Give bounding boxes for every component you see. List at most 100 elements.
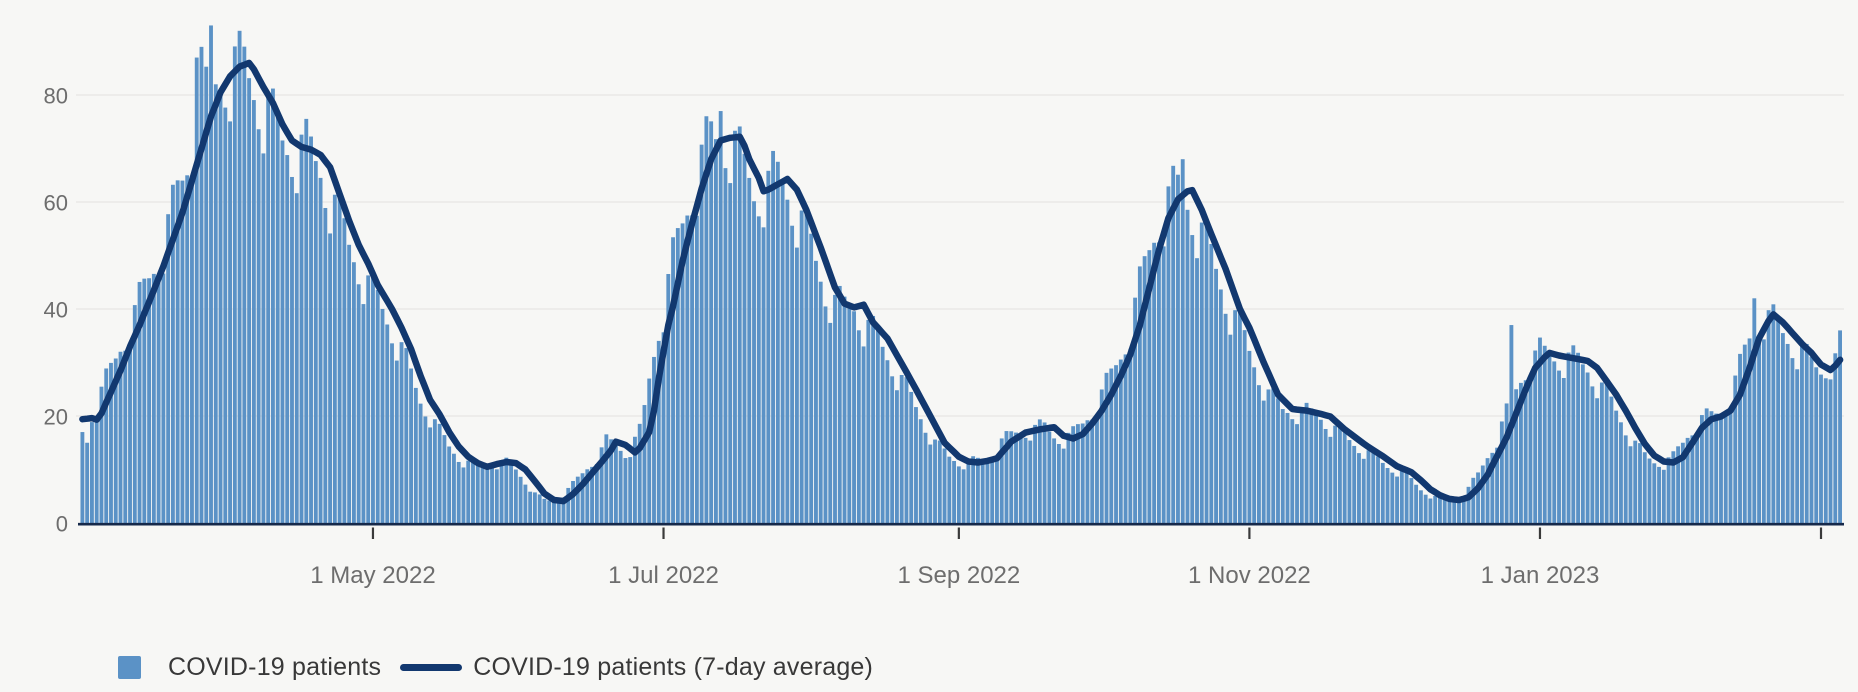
bar [1385, 467, 1390, 523]
bar [1542, 345, 1547, 523]
bar [1671, 451, 1676, 523]
bar [351, 262, 356, 523]
bar [194, 57, 199, 524]
bar [1795, 369, 1800, 523]
bar [1047, 431, 1052, 523]
bar [918, 419, 923, 523]
bar [1076, 424, 1080, 523]
bar [823, 306, 828, 523]
bar [999, 438, 1004, 523]
bar [842, 296, 847, 523]
bar [1156, 242, 1161, 523]
bar [528, 491, 533, 523]
bar [385, 324, 390, 523]
bar [1376, 456, 1380, 523]
bar [485, 465, 490, 523]
bar [1061, 448, 1066, 523]
bar [742, 153, 747, 523]
bar [1585, 372, 1590, 523]
bar [1538, 337, 1542, 523]
bar [1561, 377, 1566, 523]
bar [1576, 352, 1581, 523]
bar [185, 175, 190, 524]
bar [647, 378, 652, 523]
bar [1004, 431, 1009, 523]
bar [1495, 447, 1500, 523]
bar [452, 453, 456, 523]
bar [447, 446, 452, 523]
bar [1638, 443, 1642, 523]
bar [1261, 400, 1266, 523]
bar [1680, 442, 1685, 523]
bar [404, 348, 409, 523]
bar [1352, 445, 1357, 523]
x-tick-label: 1 Jul 2022 [608, 562, 719, 589]
bar [818, 281, 823, 523]
bar [1804, 343, 1809, 523]
bar [1018, 434, 1023, 523]
bar [1404, 471, 1409, 523]
bar [547, 500, 552, 523]
bar [1114, 365, 1118, 523]
bar [1457, 499, 1461, 523]
bar [1599, 382, 1604, 523]
bar [1180, 159, 1185, 523]
bar [1214, 268, 1218, 524]
bar [1466, 486, 1471, 523]
bar [1504, 403, 1509, 523]
bar [532, 492, 537, 523]
bar [1037, 419, 1042, 523]
bar [599, 447, 604, 523]
bar [1342, 432, 1347, 523]
bar [642, 405, 647, 523]
bar [1295, 424, 1299, 523]
bar [947, 456, 952, 523]
bar [366, 275, 371, 523]
y-tick-label: 40 [44, 298, 68, 323]
bar [1614, 410, 1619, 523]
bar [1819, 374, 1823, 523]
bar [733, 130, 737, 524]
bar [856, 330, 861, 523]
bar [1833, 353, 1838, 523]
bar [961, 469, 966, 523]
bar [680, 223, 685, 523]
bar [628, 457, 633, 523]
bar [1566, 352, 1571, 523]
bar [190, 178, 194, 523]
bar [1190, 235, 1195, 523]
bar [1728, 410, 1733, 523]
bar [428, 427, 433, 523]
bar [575, 476, 580, 523]
bar [590, 466, 594, 523]
bar [937, 440, 942, 523]
bar [1347, 440, 1352, 523]
bar [804, 209, 809, 523]
bar [275, 112, 280, 524]
bar [718, 111, 723, 524]
bar [180, 180, 185, 523]
bar [1128, 348, 1133, 523]
bar [609, 439, 614, 523]
bar [761, 227, 766, 523]
bar [1257, 385, 1261, 523]
bar [509, 463, 514, 523]
covid-patients-chart: 1 May 2022 1 Jul 2022 1 Sep 2022 1 Nov 2022… [44, 25, 1844, 589]
bar [251, 100, 256, 523]
bar [242, 46, 247, 523]
bar [875, 329, 880, 523]
bar [1366, 450, 1371, 523]
bar [1137, 266, 1142, 523]
legend-line-label: COVID-19 patients (7-day average) [473, 652, 874, 681]
bar [1395, 476, 1399, 523]
bar [771, 150, 776, 523]
bar [137, 281, 142, 523]
bar [828, 322, 833, 523]
bar [1337, 424, 1342, 523]
bar [737, 126, 742, 524]
bar [442, 435, 447, 523]
bar [1652, 463, 1657, 523]
bar [1318, 419, 1323, 523]
bar [690, 215, 695, 524]
bar [890, 376, 895, 523]
